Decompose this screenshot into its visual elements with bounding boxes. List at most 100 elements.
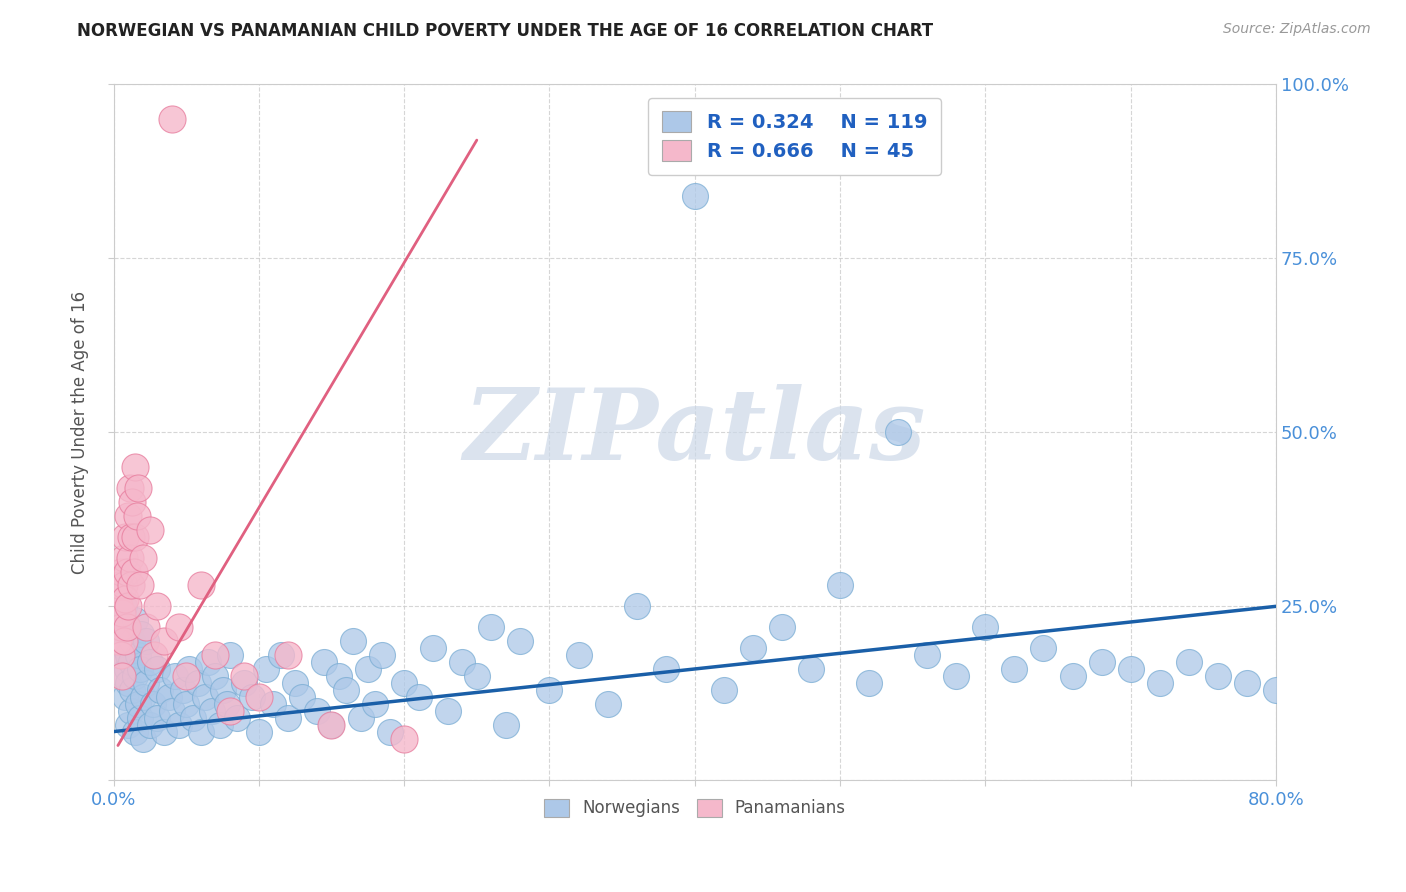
Point <box>371 648 394 662</box>
Point <box>233 669 256 683</box>
Point <box>215 697 238 711</box>
Point <box>118 481 141 495</box>
Point <box>157 690 180 704</box>
Point <box>134 676 156 690</box>
Point <box>131 690 153 704</box>
Point <box>112 578 135 592</box>
Point <box>277 711 299 725</box>
Point <box>945 669 967 683</box>
Point <box>408 690 430 704</box>
Point <box>131 550 153 565</box>
Point <box>1090 655 1112 669</box>
Point <box>305 704 328 718</box>
Point <box>117 508 139 523</box>
Point <box>314 655 336 669</box>
Point <box>117 599 139 614</box>
Point <box>187 676 209 690</box>
Point <box>117 676 139 690</box>
Point <box>142 697 165 711</box>
Point <box>121 634 143 648</box>
Point <box>110 620 132 634</box>
Point <box>128 662 150 676</box>
Point <box>270 648 292 662</box>
Point <box>117 717 139 731</box>
Point <box>120 704 142 718</box>
Point <box>204 648 226 662</box>
Text: NORWEGIAN VS PANAMANIAN CHILD POVERTY UNDER THE AGE OF 16 CORRELATION CHART: NORWEGIAN VS PANAMANIAN CHILD POVERTY UN… <box>77 22 934 40</box>
Point <box>495 717 517 731</box>
Point <box>247 690 270 704</box>
Point <box>465 669 488 683</box>
Point <box>1294 662 1316 676</box>
Point <box>208 717 231 731</box>
Point <box>146 599 169 614</box>
Point <box>201 704 224 718</box>
Point <box>112 550 135 565</box>
Point <box>436 704 458 718</box>
Point <box>121 682 143 697</box>
Point <box>190 724 212 739</box>
Point <box>112 599 135 614</box>
Point <box>211 682 233 697</box>
Point <box>120 578 142 592</box>
Point <box>451 655 474 669</box>
Point <box>128 578 150 592</box>
Point <box>1178 655 1201 669</box>
Point <box>110 565 132 579</box>
Point <box>134 634 156 648</box>
Point <box>115 620 138 634</box>
Point <box>129 627 152 641</box>
Point <box>654 662 676 676</box>
Point <box>124 669 146 683</box>
Point <box>111 607 134 621</box>
Point <box>284 676 307 690</box>
Point <box>683 188 706 202</box>
Point <box>114 641 136 656</box>
Point <box>174 697 197 711</box>
Text: ZIPatlas: ZIPatlas <box>464 384 927 481</box>
Point <box>110 648 132 662</box>
Point <box>139 523 162 537</box>
Point <box>233 676 256 690</box>
Point <box>240 690 263 704</box>
Text: Source: ZipAtlas.com: Source: ZipAtlas.com <box>1223 22 1371 37</box>
Point <box>108 599 131 614</box>
Point <box>800 662 823 676</box>
Point <box>160 112 183 127</box>
Point <box>110 648 132 662</box>
Point <box>120 655 142 669</box>
Point <box>128 711 150 725</box>
Point <box>741 641 763 656</box>
Point <box>197 655 219 669</box>
Point <box>713 682 735 697</box>
Point <box>112 669 135 683</box>
Point <box>392 676 415 690</box>
Point <box>378 724 401 739</box>
Point <box>153 724 176 739</box>
Point <box>124 724 146 739</box>
Point <box>121 495 143 509</box>
Point <box>153 634 176 648</box>
Y-axis label: Child Poverty Under the Age of 16: Child Poverty Under the Age of 16 <box>72 291 89 574</box>
Point <box>143 648 166 662</box>
Point <box>131 731 153 746</box>
Point <box>117 620 139 634</box>
Point <box>1062 669 1084 683</box>
Point <box>146 662 169 676</box>
Point <box>247 724 270 739</box>
Point <box>1323 676 1346 690</box>
Point <box>596 697 619 711</box>
Point <box>887 425 910 440</box>
Point <box>626 599 648 614</box>
Point <box>364 697 387 711</box>
Point <box>392 731 415 746</box>
Point <box>174 669 197 683</box>
Point <box>112 634 135 648</box>
Point <box>1032 641 1054 656</box>
Point <box>858 676 880 690</box>
Point <box>120 530 142 544</box>
Point <box>139 717 162 731</box>
Point <box>149 682 172 697</box>
Point <box>115 565 138 579</box>
Point <box>125 508 148 523</box>
